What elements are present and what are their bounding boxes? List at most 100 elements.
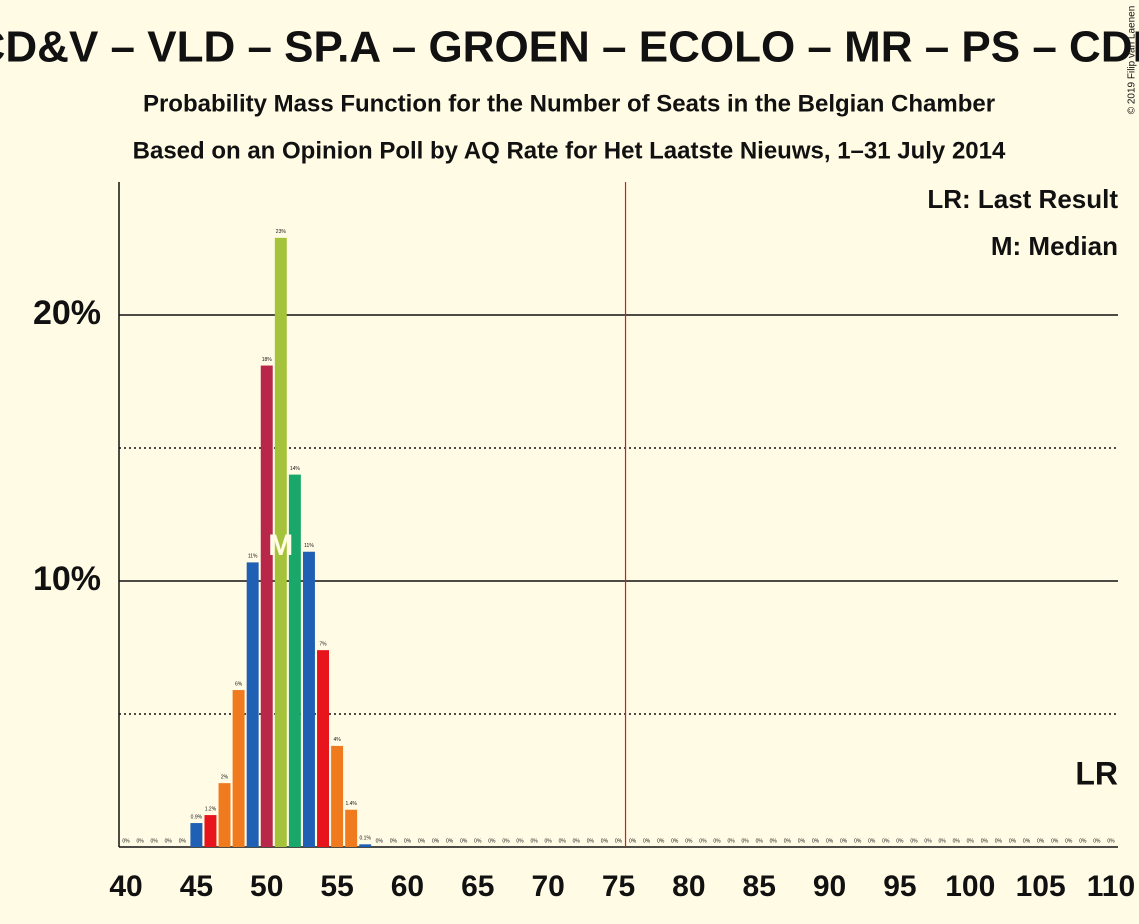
value-label: 0% — [643, 838, 651, 844]
value-label: 0% — [136, 838, 144, 844]
value-label: 0% — [924, 838, 932, 844]
value-label: 0% — [770, 838, 778, 844]
value-label: 0% — [742, 838, 750, 844]
bar — [204, 815, 217, 847]
y-tick-label: 10% — [33, 560, 101, 598]
value-label: 0% — [981, 838, 989, 844]
value-label: 0% — [615, 838, 623, 844]
value-label: 7% — [319, 641, 327, 647]
bar — [190, 823, 203, 847]
chart-subtitle: Probability Mass Function for the Number… — [143, 90, 995, 117]
x-tick-label: 55 — [320, 870, 353, 903]
value-label: 0% — [953, 838, 961, 844]
value-label: 0% — [502, 838, 510, 844]
x-tick-label: 95 — [883, 870, 916, 903]
bar — [359, 844, 372, 847]
value-label: 0% — [151, 838, 159, 844]
value-label: 0% — [629, 838, 637, 844]
value-label: 0% — [826, 838, 834, 844]
value-label: 0% — [1037, 838, 1045, 844]
value-label: 1.4% — [345, 801, 357, 807]
value-label: 18% — [262, 357, 273, 363]
value-label: 0% — [1079, 838, 1087, 844]
value-label: 0.9% — [191, 814, 203, 820]
chart-subtitle: Based on an Opinion Poll by AQ Rate for … — [133, 137, 1006, 164]
value-label: 0% — [798, 838, 806, 844]
legend-entry: LR: Last Result — [927, 184, 1118, 214]
bar — [345, 809, 358, 847]
x-tick-label: 60 — [391, 870, 424, 903]
value-label: 0% — [179, 838, 187, 844]
value-label: 11% — [248, 554, 258, 560]
last-result-label: LR — [1075, 755, 1118, 791]
value-label: 0% — [432, 838, 440, 844]
value-label: 0% — [390, 838, 398, 844]
value-label: 0% — [1107, 838, 1115, 844]
value-label: 0% — [671, 838, 679, 844]
x-tick-label: 65 — [461, 870, 494, 903]
value-label: 0% — [460, 838, 468, 844]
value-label: 0% — [727, 838, 735, 844]
x-tick-label: 50 — [250, 870, 283, 903]
value-label: 0% — [559, 838, 567, 844]
value-label: 0% — [587, 838, 595, 844]
value-label: 0% — [474, 838, 482, 844]
value-label: 0% — [967, 838, 975, 844]
x-tick-label: 100 — [945, 870, 995, 903]
bar — [288, 474, 301, 847]
value-label: 0% — [713, 838, 721, 844]
value-label: 0% — [165, 838, 173, 844]
value-label: 0% — [122, 838, 130, 844]
value-label: 0% — [657, 838, 665, 844]
value-label: 0% — [488, 838, 496, 844]
value-label: 0% — [1023, 838, 1031, 844]
value-label: 4% — [333, 737, 341, 743]
value-label: 0% — [784, 838, 792, 844]
value-label: 0% — [910, 838, 918, 844]
x-tick-label: 80 — [672, 870, 705, 903]
value-label: 0% — [882, 838, 890, 844]
value-label: 6% — [235, 681, 243, 687]
x-tick-label: 105 — [1016, 870, 1066, 903]
bar — [274, 237, 287, 848]
value-label: 0% — [601, 838, 609, 844]
value-label: 0.1% — [360, 836, 372, 842]
value-label: 0% — [446, 838, 454, 844]
bar — [260, 365, 273, 847]
x-tick-label: 40 — [109, 870, 142, 903]
value-label: 0% — [756, 838, 764, 844]
value-label: 0% — [573, 838, 581, 844]
value-label: 0% — [685, 838, 693, 844]
value-label: 0% — [868, 838, 876, 844]
value-label: 0% — [812, 838, 820, 844]
value-label: 0% — [1065, 838, 1073, 844]
legend-entry: M: Median — [991, 231, 1118, 261]
value-label: 0% — [995, 838, 1003, 844]
bar — [302, 551, 315, 847]
value-label: 0% — [404, 838, 412, 844]
value-label: 1.2% — [205, 806, 217, 812]
value-label: 0% — [376, 838, 384, 844]
value-label: 23% — [276, 229, 287, 235]
y-tick-label: 20% — [33, 294, 101, 332]
value-label: 0% — [1009, 838, 1017, 844]
bar — [232, 690, 245, 847]
x-tick-label: 110 — [1087, 870, 1135, 903]
bar — [331, 745, 344, 847]
x-tick-label: 90 — [813, 870, 846, 903]
value-label: 0% — [1051, 838, 1059, 844]
value-label: 0% — [516, 838, 524, 844]
bar — [317, 650, 330, 847]
x-tick-label: 85 — [743, 870, 776, 903]
value-label: 14% — [290, 466, 301, 472]
value-label: 0% — [699, 838, 707, 844]
value-label: 2% — [221, 774, 229, 780]
copyright: © 2019 Filip van Laenen — [1127, 6, 1138, 115]
chart-title: CD&V – VLD – SP.A – GROEN – ECOLO – MR –… — [0, 23, 1139, 72]
value-label: 0% — [939, 838, 947, 844]
x-tick-label: 70 — [531, 870, 564, 903]
bar — [218, 783, 231, 847]
value-label: 0% — [418, 838, 426, 844]
bar — [246, 562, 259, 847]
